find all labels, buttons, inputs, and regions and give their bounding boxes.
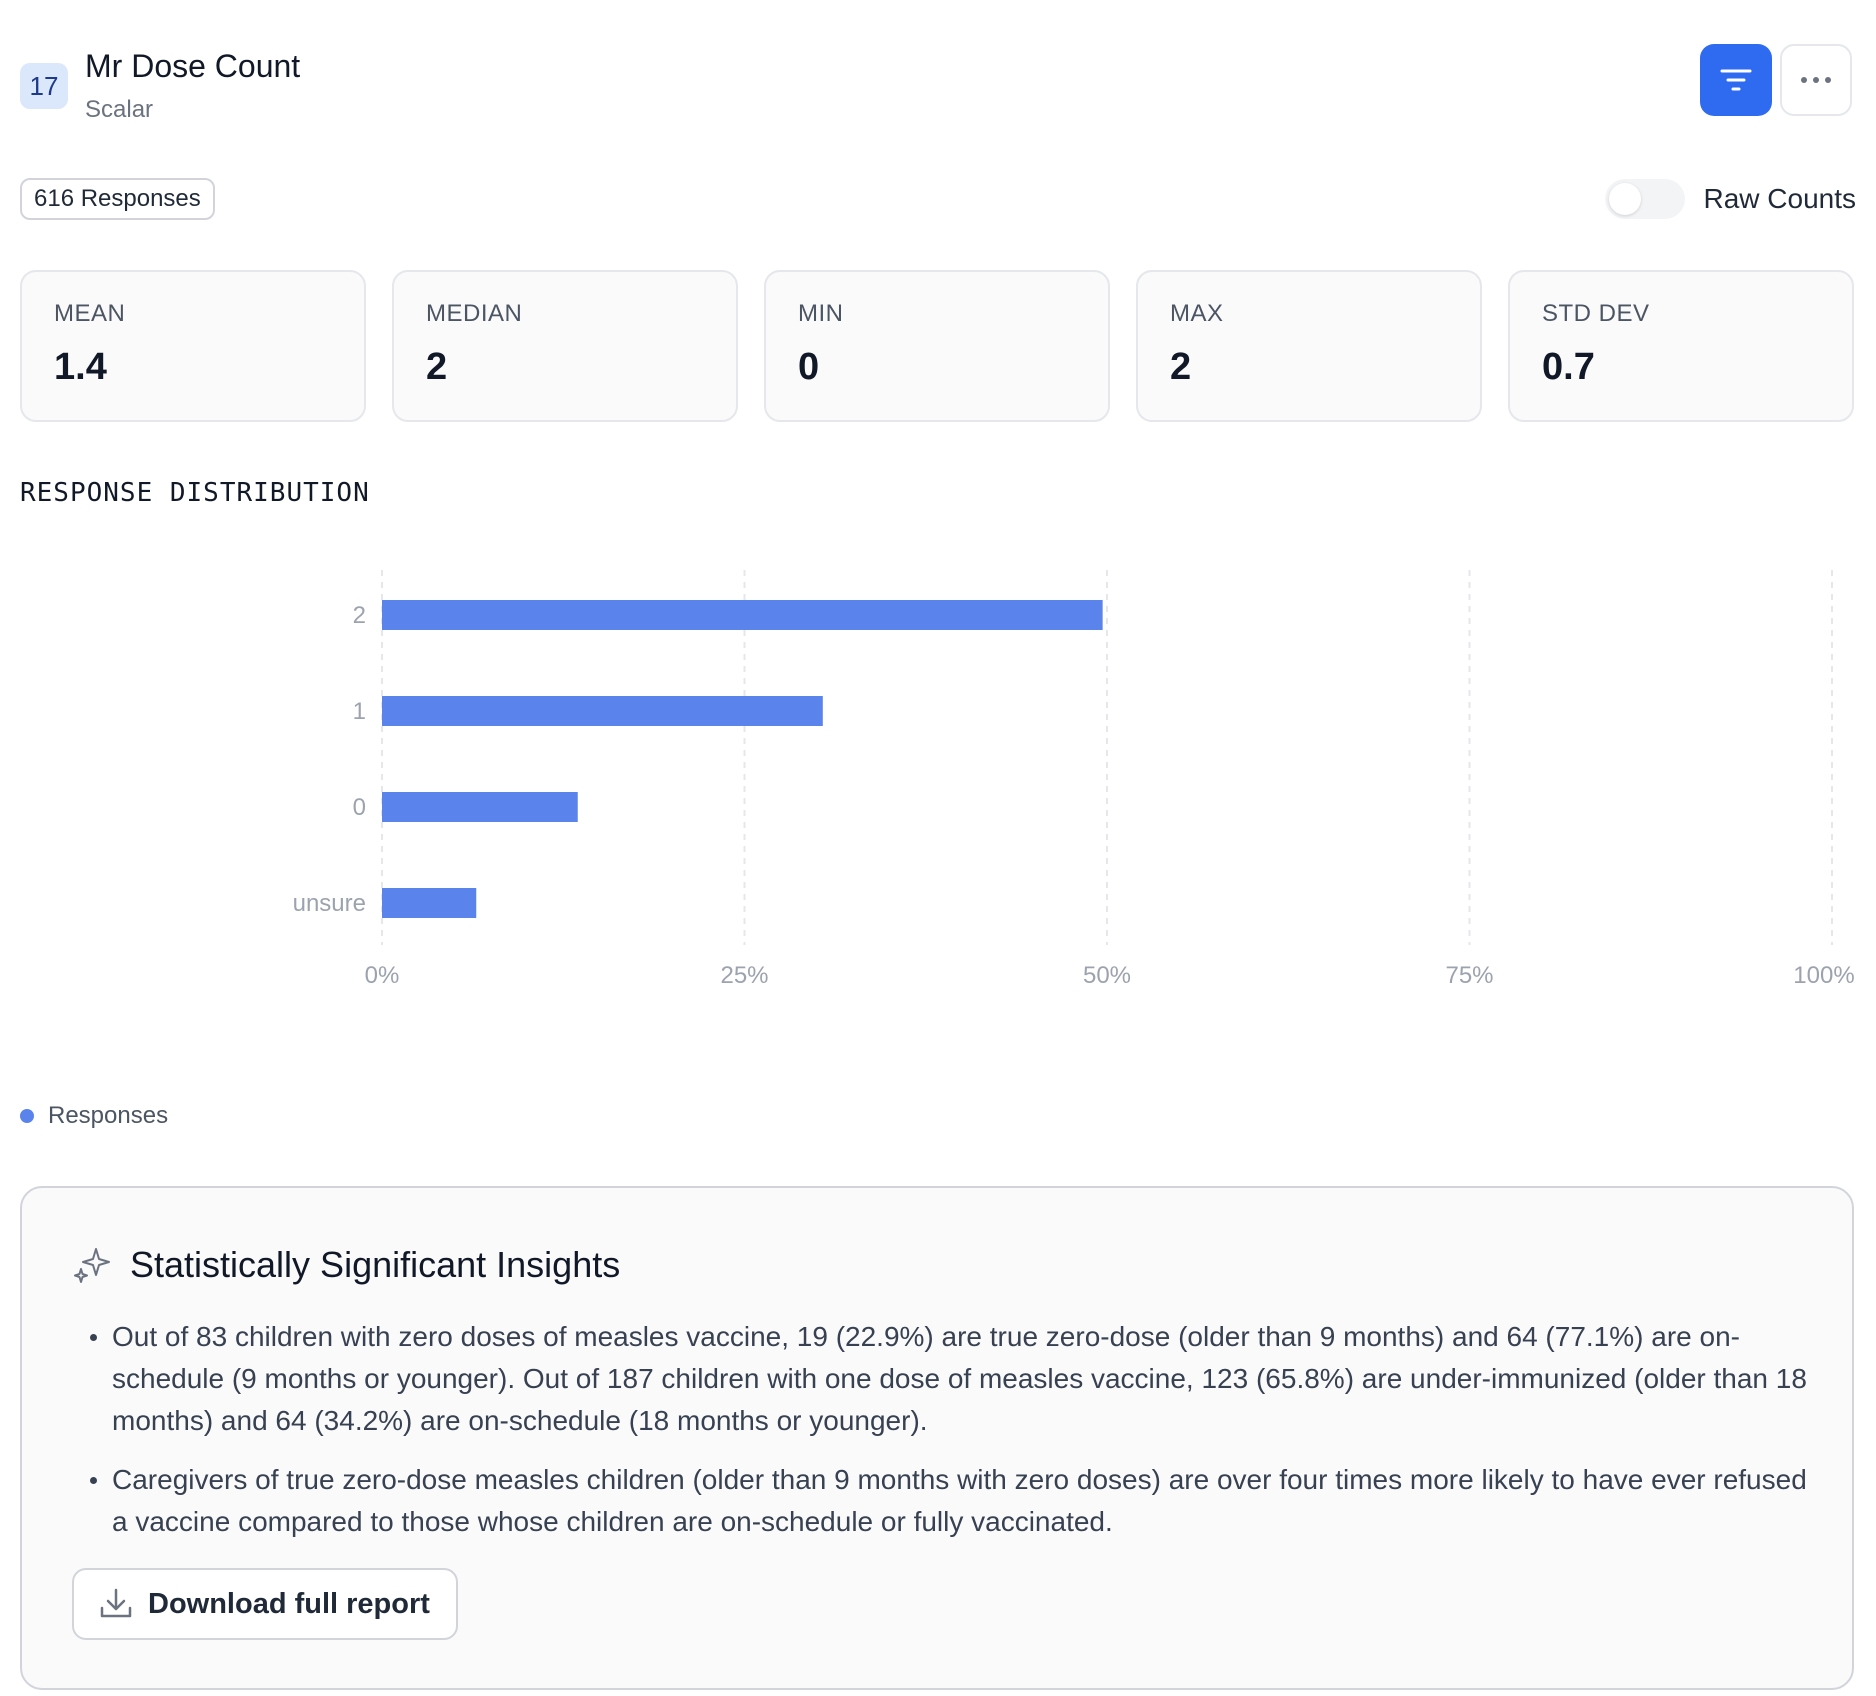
stat-label: MEAN [54, 300, 126, 327]
x-tick-label: 0% [365, 962, 400, 989]
insights-panel: Statistically Significant Insights Out o… [20, 1186, 1854, 1690]
question-title: Mr Dose Count [85, 48, 301, 84]
response-distribution-chart: 0% 25% 50% 75% 100% 2 1 0 unsure [293, 570, 1855, 989]
raw-counts-control: Raw Counts [1605, 178, 1856, 220]
x-tick-label: 100% [1793, 962, 1854, 989]
stat-label: MAX [1170, 300, 1224, 327]
filter-button[interactable] [1700, 44, 1772, 116]
stat-card-mean: MEAN 1.4 [20, 270, 366, 422]
x-tick-label: 25% [720, 962, 768, 989]
bar [382, 600, 1103, 630]
stat-label: STD DEV [1542, 300, 1650, 327]
x-tick-label: 50% [1083, 962, 1131, 989]
y-category-label: 2 [353, 602, 366, 629]
insight-item: Caregivers of true zero-dose measles chi… [82, 1459, 1822, 1543]
y-category-label: 0 [353, 794, 366, 821]
toggle-knob [1609, 183, 1642, 215]
stat-label: MIN [798, 300, 844, 327]
stat-card-median: MEDIAN 2 [392, 270, 738, 422]
sparkles-icon [74, 1248, 110, 1283]
stat-card-max: MAX 2 [1136, 270, 1482, 422]
bar [382, 696, 823, 726]
legend-swatch [20, 1109, 34, 1123]
more-options-button[interactable] [1780, 44, 1852, 116]
insight-item: Out of 83 children with zero doses of me… [82, 1316, 1822, 1442]
stat-value: 1.4 [54, 346, 107, 388]
stat-value: 0.7 [1542, 346, 1595, 388]
distribution-title: RESPONSE DISTRIBUTION [20, 478, 370, 508]
summary-stats: MEAN 1.4 MEDIAN 2 MIN 0 MAX 2 STD DEV 0.… [20, 270, 1854, 422]
download-label: Download full report [148, 1587, 430, 1620]
stat-label: MEDIAN [426, 300, 523, 327]
y-category-label: 1 [353, 698, 366, 725]
more-horizontal-icon [1801, 77, 1831, 83]
stat-value: 2 [1170, 346, 1192, 388]
y-category-label: unsure [293, 890, 366, 917]
download-report-button[interactable]: Download full report [72, 1568, 458, 1640]
filter-icon [1720, 69, 1752, 91]
insights-title: Statistically Significant Insights [130, 1244, 621, 1285]
insights-list: Out of 83 children with zero doses of me… [82, 1316, 1822, 1560]
stat-value: 0 [798, 346, 820, 388]
stat-card-std-dev: STD DEV 0.7 [1508, 270, 1854, 422]
raw-counts-toggle[interactable] [1605, 179, 1686, 219]
x-tick-label: 75% [1445, 962, 1493, 989]
chart-legend: Responses [20, 1102, 168, 1130]
question-header: 17 Mr Dose Count Scalar [20, 40, 1852, 130]
question-type: Scalar [85, 96, 154, 123]
question-number-badge: 17 [20, 63, 68, 109]
download-icon [100, 1588, 132, 1618]
stat-card-min: MIN 0 [764, 270, 1110, 422]
insights-header: Statistically Significant Insights [72, 1244, 620, 1286]
responses-count-badge: 616 Responses [20, 178, 215, 220]
stat-value: 2 [426, 346, 448, 388]
legend-label: Responses [48, 1102, 169, 1129]
bar [382, 888, 477, 918]
bar [382, 792, 578, 822]
raw-counts-label: Raw Counts [1703, 183, 1856, 214]
